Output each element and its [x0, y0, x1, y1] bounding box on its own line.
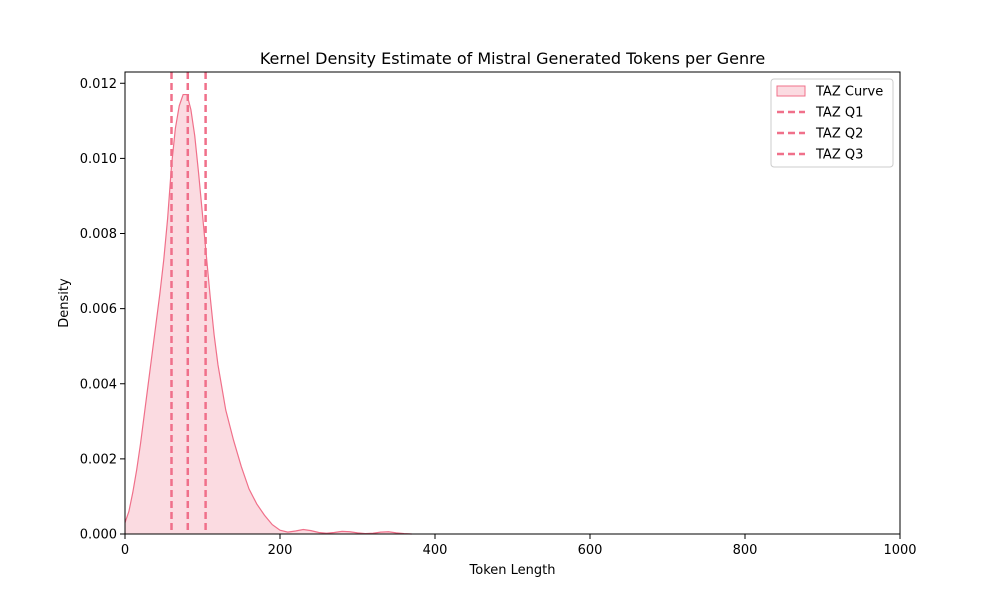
legend: TAZ Curve TAZ Q1 TAZ Q2 TAZ Q3 — [770, 78, 894, 168]
x-axis: 0 200 400 600 800 1000 — [121, 534, 917, 558]
x-tick-label: 1000 — [883, 543, 916, 558]
y-axis-label: Density — [57, 278, 72, 328]
kde-curve-line — [124, 93, 412, 535]
legend-label: TAZ Q2 — [815, 127, 863, 142]
legend-label: TAZ Curve — [815, 85, 883, 100]
y-tick-label: 0.000 — [80, 528, 117, 543]
x-tick-label: 600 — [578, 543, 603, 558]
legend-label: TAZ Q3 — [815, 148, 863, 163]
y-tick-label: 0.010 — [80, 152, 117, 167]
axes-frame — [124, 71, 901, 535]
kde-area-fill — [125, 94, 412, 534]
legend-label: TAZ Q1 — [815, 106, 863, 121]
y-tick-label: 0.002 — [80, 452, 117, 467]
legend-box — [770, 78, 894, 168]
y-axis: 0.000 0.002 0.004 0.006 0.008 0.010 0.012 — [80, 77, 125, 543]
plot-area — [124, 72, 412, 535]
legend-swatch-curve — [776, 85, 806, 97]
x-tick-label: 200 — [268, 543, 293, 558]
x-tick-label: 0 — [121, 543, 129, 558]
x-tick-label: 800 — [733, 543, 758, 558]
y-tick-label: 0.006 — [80, 302, 117, 317]
y-tick-label: 0.012 — [80, 77, 117, 92]
x-tick-label: 400 — [423, 543, 448, 558]
y-tick-label: 0.008 — [80, 227, 117, 242]
chart-title: Kernel Density Estimate of Mistral Gener… — [260, 49, 765, 68]
y-tick-label: 0.004 — [80, 377, 117, 392]
x-axis-label: Token Length — [469, 563, 556, 578]
